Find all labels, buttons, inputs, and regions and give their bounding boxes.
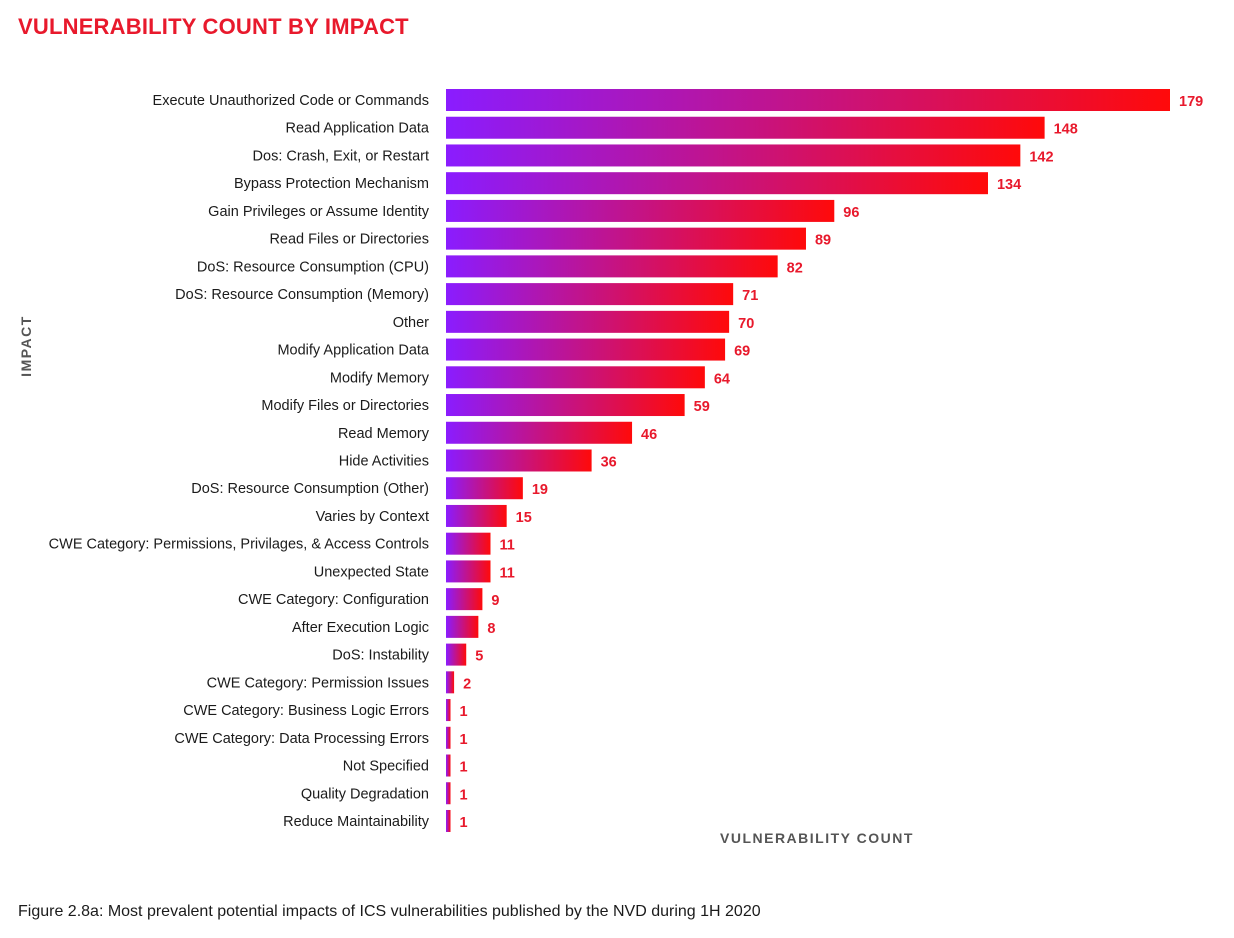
bar bbox=[446, 782, 451, 805]
bar bbox=[446, 310, 730, 333]
value-label: 9 bbox=[491, 593, 499, 609]
value-label: 46 bbox=[641, 427, 657, 443]
category-label: DoS: Resource Consumption (Memory) bbox=[175, 287, 429, 303]
value-label: 59 bbox=[694, 399, 710, 415]
bar bbox=[446, 504, 507, 527]
bar bbox=[446, 615, 479, 638]
value-label: 71 bbox=[742, 288, 758, 304]
category-label: Varies by Context bbox=[316, 509, 429, 525]
category-label: Read Application Data bbox=[286, 121, 430, 137]
bar bbox=[446, 699, 451, 722]
bar bbox=[446, 144, 1021, 167]
bar bbox=[446, 255, 778, 278]
category-label: Unexpected State bbox=[314, 564, 429, 580]
category-label: Quality Degradation bbox=[301, 786, 429, 802]
category-label: Execute Unauthorized Code or Commands bbox=[153, 93, 429, 109]
bar bbox=[446, 366, 705, 389]
bar bbox=[446, 809, 451, 832]
bar bbox=[446, 726, 451, 749]
category-label: Read Files or Directories bbox=[269, 232, 429, 248]
value-label: 1 bbox=[460, 815, 468, 831]
category-label: CWE Category: Business Logic Errors bbox=[183, 703, 429, 719]
category-label: Dos: Crash, Exit, or Restart bbox=[253, 148, 429, 164]
bar bbox=[446, 227, 806, 250]
bar bbox=[446, 421, 633, 444]
value-label: 36 bbox=[601, 454, 617, 470]
value-label: 5 bbox=[475, 649, 483, 665]
category-label: DoS: Resource Consumption (CPU) bbox=[197, 259, 429, 275]
category-label: CWE Category: Configuration bbox=[238, 592, 429, 608]
bar bbox=[446, 394, 685, 417]
bar bbox=[446, 643, 467, 666]
category-label: CWE Category: Permissions, Privilages, &… bbox=[49, 537, 429, 553]
category-label: Bypass Protection Mechanism bbox=[234, 176, 429, 192]
value-label: 148 bbox=[1054, 122, 1078, 138]
x-axis-title: VULNERABILITY COUNT bbox=[720, 830, 914, 846]
bar bbox=[446, 89, 1170, 111]
bar bbox=[446, 560, 491, 583]
value-label: 179 bbox=[1179, 94, 1203, 110]
value-label: 69 bbox=[734, 344, 750, 360]
value-label: 82 bbox=[787, 260, 803, 276]
category-label: CWE Category: Data Processing Errors bbox=[174, 731, 429, 747]
category-label: Read Memory bbox=[338, 426, 430, 442]
value-label: 1 bbox=[460, 787, 468, 803]
bar bbox=[446, 338, 726, 361]
category-label: DoS: Resource Consumption (Other) bbox=[191, 481, 429, 497]
bar bbox=[446, 172, 988, 195]
value-label: 1 bbox=[460, 732, 468, 748]
bar bbox=[446, 588, 483, 611]
value-label: 1 bbox=[460, 760, 468, 776]
value-label: 8 bbox=[487, 621, 495, 637]
value-label: 70 bbox=[738, 316, 754, 332]
bar bbox=[446, 199, 835, 222]
value-label: 64 bbox=[714, 371, 730, 387]
value-label: 89 bbox=[815, 233, 831, 249]
value-label: 11 bbox=[499, 538, 514, 554]
value-label: 2 bbox=[463, 676, 471, 692]
category-label: Modify Memory bbox=[330, 370, 430, 386]
value-label: 11 bbox=[499, 565, 514, 581]
category-label: Other bbox=[393, 315, 429, 331]
category-label: Hide Activities bbox=[339, 453, 429, 469]
chart-title: VULNERABILITY COUNT BY IMPACT bbox=[18, 14, 409, 39]
category-label: Gain Privileges or Assume Identity bbox=[208, 204, 430, 220]
bar bbox=[446, 283, 734, 306]
category-label: Modify Files or Directories bbox=[261, 398, 429, 414]
bar bbox=[446, 754, 451, 777]
value-label: 96 bbox=[843, 205, 859, 221]
bar bbox=[446, 449, 592, 472]
category-label: Reduce Maintainability bbox=[283, 814, 430, 830]
category-label: Modify Application Data bbox=[277, 343, 429, 359]
value-label: 134 bbox=[997, 177, 1021, 193]
category-label: Not Specified bbox=[343, 759, 429, 775]
category-label: DoS: Instability bbox=[332, 648, 429, 664]
category-label: After Execution Logic bbox=[292, 620, 429, 636]
value-label: 1 bbox=[460, 704, 468, 720]
value-label: 19 bbox=[532, 482, 548, 498]
bars-layer: Execute Unauthorized Code or Commands 179… bbox=[49, 89, 1203, 832]
value-label: 15 bbox=[516, 510, 532, 526]
category-label: CWE Category: Permission Issues bbox=[207, 675, 429, 691]
bar bbox=[446, 477, 523, 500]
bar bbox=[446, 116, 1045, 139]
value-label: 142 bbox=[1029, 149, 1053, 165]
bar bbox=[446, 671, 455, 694]
bar bbox=[446, 532, 491, 555]
figure-caption: Figure 2.8a: Most prevalent potential im… bbox=[18, 903, 761, 920]
